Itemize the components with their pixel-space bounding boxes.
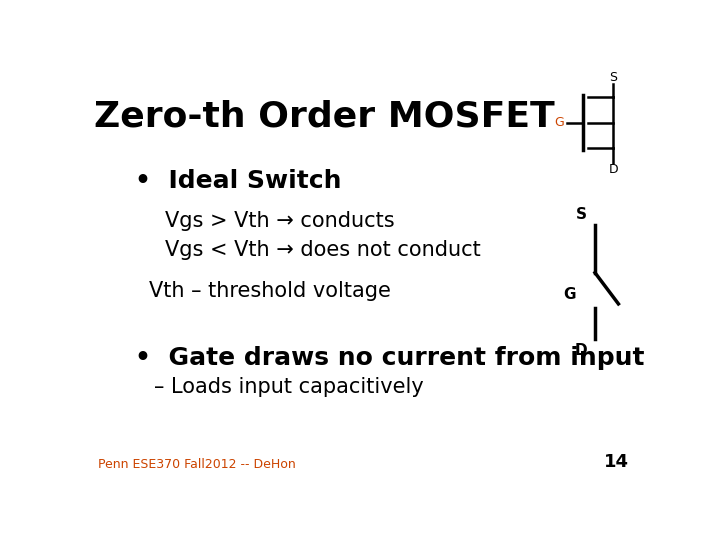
Text: D: D xyxy=(608,164,618,177)
Text: – Loads input capacitively: – Loads input capacitively xyxy=(154,377,424,397)
Text: Vth – threshold voltage: Vth – threshold voltage xyxy=(148,281,390,301)
Text: •  Ideal Switch: • Ideal Switch xyxy=(135,169,341,193)
Text: Vgs > Vth → conducts: Vgs > Vth → conducts xyxy=(166,211,395,231)
Text: •  Gate draws no current from input: • Gate draws no current from input xyxy=(135,346,644,370)
Text: Vgs < Vth → does not conduct: Vgs < Vth → does not conduct xyxy=(166,240,481,260)
Text: Penn ESE370 Fall2012 -- DeHon: Penn ESE370 Fall2012 -- DeHon xyxy=(99,458,296,471)
Text: G: G xyxy=(554,116,564,129)
Text: 14: 14 xyxy=(603,454,629,471)
Text: D: D xyxy=(575,343,588,359)
Text: S: S xyxy=(609,71,618,84)
Text: Zero-th Order MOSFET: Zero-th Order MOSFET xyxy=(94,100,554,134)
Text: S: S xyxy=(575,207,587,222)
Text: G: G xyxy=(564,287,576,302)
